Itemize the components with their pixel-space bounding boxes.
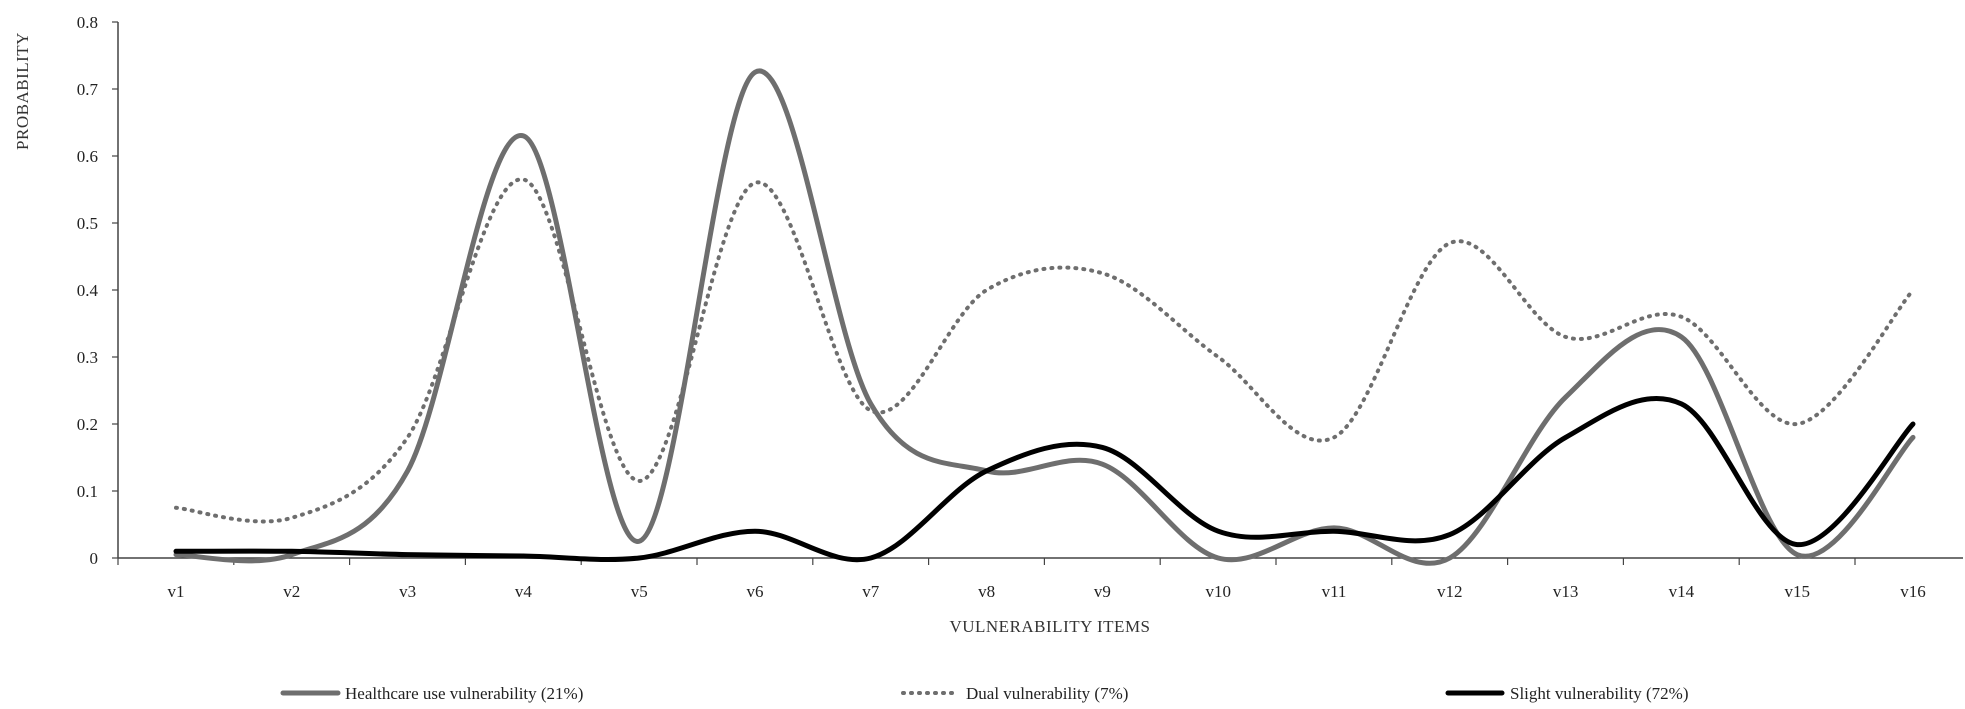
- y-tick-label: 0: [90, 549, 99, 568]
- series-lines: [173, 68, 1916, 566]
- x-tick-label: v8: [978, 582, 995, 601]
- x-tick-label: v16: [1900, 582, 1926, 601]
- y-tick-label: 0.8: [77, 13, 98, 32]
- x-tick-label: v14: [1669, 582, 1695, 601]
- y-tick-label: 0.3: [77, 348, 98, 367]
- x-tick-label: v10: [1205, 582, 1231, 601]
- x-axis-ticks: v1 v2 v3 v4 v5 v6 v7 v8 v9 v10 v11 v12 v13 v14 v15 v16: [117, 558, 1926, 601]
- x-tick-label: v11: [1322, 582, 1347, 601]
- x-tick-label: v4: [515, 582, 533, 601]
- legend-label: Slight vulnerability (72%): [1510, 684, 1688, 703]
- x-tick-label: v7: [862, 582, 880, 601]
- y-tick-label: 0.5: [77, 214, 98, 233]
- x-tick-label: v12: [1437, 582, 1463, 601]
- y-tick-label: 0.6: [77, 147, 98, 166]
- legend-label: Healthcare use vulnerability (21%): [345, 684, 583, 703]
- series-line-slight: [173, 396, 1916, 563]
- x-tick-label: v3: [399, 582, 416, 601]
- y-tick-label: 0.2: [77, 415, 98, 434]
- series-line-healthcare: [173, 68, 1916, 566]
- x-tick-label: v9: [1094, 582, 1111, 601]
- y-axis-ticks: 0 0.1 0.2 0.3 0.4 0.5 0.6 0.7 0.8: [77, 13, 118, 568]
- y-tick-label: 0.1: [77, 482, 98, 501]
- x-tick-label: v6: [747, 582, 764, 601]
- y-axis-title: PROBABILITY: [13, 32, 32, 150]
- legend: Healthcare use vulnerability (21%) Dual v…: [280, 684, 1688, 703]
- legend-label: Dual vulnerability (7%): [966, 684, 1128, 703]
- x-tick-label: v1: [168, 582, 185, 601]
- series-line-dual: [174, 177, 1915, 524]
- y-tick-label: 0.7: [77, 80, 99, 99]
- x-tick-label: v13: [1553, 582, 1579, 601]
- x-tick-label: v2: [283, 582, 300, 601]
- x-axis-title: VULNERABILITY ITEMS: [949, 617, 1150, 636]
- x-tick-label: v5: [631, 582, 648, 601]
- axes: [117, 22, 1963, 559]
- y-tick-label: 0.4: [77, 281, 99, 300]
- x-tick-label: v15: [1784, 582, 1810, 601]
